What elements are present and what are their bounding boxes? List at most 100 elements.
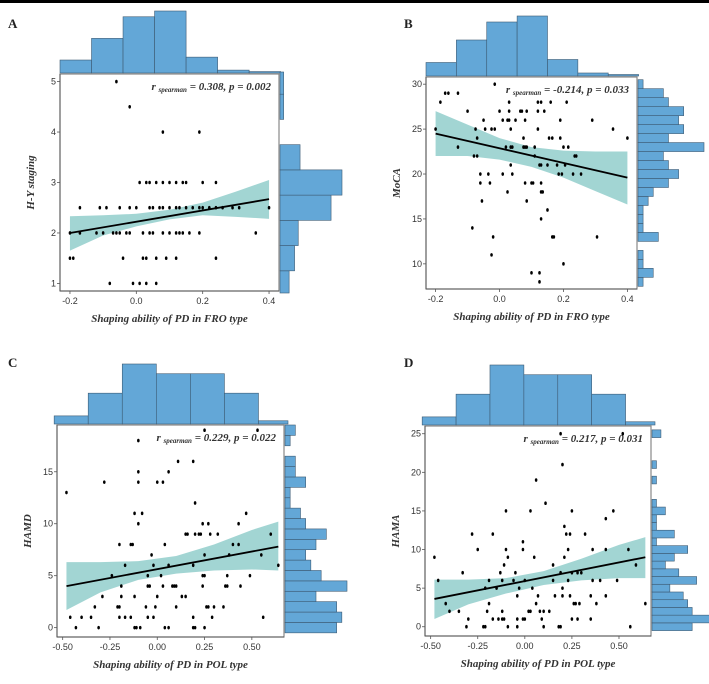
data-point (533, 145, 536, 149)
x-tick-label: -0.25 (467, 641, 488, 651)
data-point (239, 584, 242, 588)
data-point (536, 127, 540, 131)
data-point (615, 578, 619, 583)
right-histogram-bar (651, 583, 671, 593)
data-point (517, 586, 521, 590)
x-tick-label: -0.50 (420, 641, 441, 651)
data-point (560, 172, 564, 176)
data-point (590, 118, 594, 122)
data-point (137, 469, 140, 474)
data-point (562, 262, 565, 266)
y-tick-label: 15 (412, 214, 422, 224)
data-point (521, 540, 525, 544)
data-point (152, 563, 155, 568)
data-point (536, 109, 540, 113)
data-point (466, 109, 469, 113)
regression-line (434, 556, 646, 600)
right-histogram-bar (279, 71, 284, 95)
data-point (198, 205, 201, 210)
y-tick-label: 10 (43, 519, 53, 529)
y-tick-label: 20 (412, 169, 422, 179)
y-tick-label: 15 (411, 506, 421, 516)
data-point (135, 205, 138, 210)
data-point (184, 532, 187, 536)
data-point (163, 542, 167, 547)
data-point (167, 625, 170, 630)
annotation-values: = 0.217, p = 0.031 (559, 433, 643, 445)
data-point (95, 231, 98, 235)
right-histogram-bar (284, 466, 296, 478)
data-point (68, 256, 72, 260)
data-point (129, 615, 133, 620)
data-point (137, 480, 140, 484)
x-tick-label: 0.00 (148, 642, 166, 652)
right-histogram-bar (651, 475, 657, 485)
data-point (523, 118, 527, 122)
annotation-r: r (506, 84, 513, 96)
right-histogram-bar (637, 232, 659, 242)
data-point (154, 180, 158, 185)
y-axis-title: HAMD (22, 514, 34, 549)
data-point (523, 617, 527, 621)
data-point (191, 615, 195, 620)
data-point (155, 594, 159, 599)
data-point (129, 542, 133, 547)
data-point (475, 154, 479, 158)
data-point (161, 180, 165, 185)
data-point (191, 205, 195, 210)
data-point (237, 521, 240, 526)
data-point (558, 118, 562, 122)
data-point (515, 624, 519, 629)
data-point (154, 281, 158, 286)
data-point (530, 271, 533, 275)
right-histogram-bar (279, 220, 299, 246)
data-point (521, 547, 525, 552)
right-histogram-bar (651, 429, 662, 438)
data-point (515, 594, 519, 598)
right-histogram-bar (279, 169, 343, 196)
data-point (570, 617, 574, 621)
data-point (128, 231, 131, 235)
right-histogram-bar (637, 277, 644, 287)
data-point (498, 109, 501, 113)
right-histogram-bar (279, 144, 301, 171)
data-point (181, 180, 185, 185)
data-point (501, 118, 505, 122)
data-point (502, 617, 506, 621)
panel-b: B -0.2 0.0 0.2 0.4 10 15 20 25 30 Shaping ability … (391, 15, 705, 323)
data-point (574, 601, 577, 606)
x-axis-title: Shaping ability of PD in POL type (461, 658, 616, 670)
x-tick-label: 0.0 (493, 294, 506, 304)
data-point (201, 180, 204, 185)
data-point (201, 584, 204, 588)
top-histogram-bar (53, 415, 89, 425)
data-point (579, 172, 583, 176)
data-point (551, 563, 555, 567)
data-point (434, 127, 437, 131)
right-histogram-bar (279, 270, 290, 294)
data-point (148, 231, 151, 235)
data-point (174, 205, 178, 210)
right-histogram-bar (651, 522, 657, 531)
data-point (566, 547, 570, 552)
top-histogram-bar (486, 21, 518, 77)
y-tick-label: 0 (416, 622, 421, 632)
top-histogram-bar (557, 374, 592, 426)
data-point (152, 615, 155, 620)
data-point (158, 205, 161, 210)
data-point (471, 226, 474, 230)
x-tick-label: 0.2 (196, 296, 209, 306)
data-point (591, 578, 594, 583)
data-point (504, 509, 508, 513)
right-histogram-bar (637, 160, 669, 170)
top-histogram-bar (456, 39, 488, 77)
data-point (208, 532, 212, 536)
data-point (201, 573, 204, 578)
data-point (118, 615, 121, 620)
data-point (174, 256, 178, 260)
x-tick-label: -0.2 (428, 294, 444, 304)
annotation-values: = 0.229, p = 0.022 (192, 432, 277, 444)
data-point (74, 625, 78, 630)
panel-c: C -0.50 -0.25 0.00 0.25 0.50 0 5 10 15 Shaping abi… (8, 355, 348, 671)
data-point (168, 231, 171, 235)
